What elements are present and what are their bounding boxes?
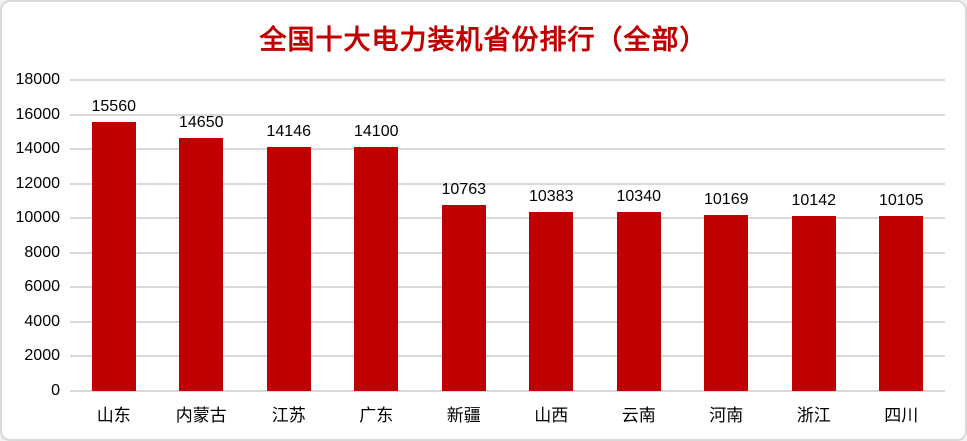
x-category-label: 广东	[359, 406, 394, 425]
x-category-label: 四川	[884, 406, 919, 425]
bar	[179, 137, 224, 391]
x-axis-line	[70, 390, 945, 392]
bar-slot: 10763 新疆	[420, 80, 508, 425]
gridline	[70, 320, 945, 323]
bar-slot: 14100 广东	[333, 80, 421, 425]
x-category-label: 新疆	[446, 406, 481, 425]
bar-value-label: 15560	[91, 98, 137, 116]
bar-slot: 10169 河南	[683, 80, 771, 425]
bar	[91, 122, 136, 391]
bar-value-label: 10383	[529, 187, 574, 205]
plot-area: 0 2000 4000 6000 8000 10000 12000 14000 16000 180…	[16, 71, 946, 425]
x-category-label: 山西	[534, 406, 569, 425]
y-tick-label: 8000	[24, 243, 60, 261]
bar	[529, 211, 574, 391]
gridline	[70, 355, 945, 358]
bar-slot: 10383 山西	[508, 80, 596, 425]
bar-slot: 10142 浙江	[770, 80, 858, 425]
chart-title: 全国十大电力装机省份排行（全部）	[259, 25, 708, 55]
bar-slot: 14650 内蒙古	[158, 80, 246, 425]
bar-slot: 10105 四川	[858, 80, 946, 425]
y-tick-label: 4000	[24, 312, 60, 330]
bar-value-label: 10105	[879, 192, 924, 210]
bar	[354, 147, 399, 391]
bar-value-label: 10763	[441, 181, 487, 199]
y-tick-label: 6000	[24, 278, 60, 296]
bar-value-label: 14146	[266, 122, 312, 140]
bar	[266, 146, 311, 391]
bar-value-label: 14100	[354, 123, 399, 141]
bar-slot: 15560 山东	[70, 80, 158, 425]
bar-value-label: 10169	[704, 191, 749, 209]
bar-slot: 10340 云南	[595, 80, 683, 425]
x-category-label: 浙江	[796, 406, 831, 425]
gridline	[70, 286, 945, 289]
bar-value-label: 14650	[179, 113, 224, 131]
y-tick-label: 2000	[24, 347, 60, 365]
bar	[879, 216, 924, 391]
x-category-label: 河南	[709, 406, 744, 425]
y-tick-label: 14000	[15, 140, 61, 158]
bar	[791, 215, 836, 391]
gridline	[70, 79, 945, 81]
bar-value-label: 10142	[791, 191, 837, 209]
gridline	[70, 148, 945, 151]
y-tick-label: 16000	[15, 105, 61, 123]
x-category-label: 内蒙古	[175, 406, 227, 425]
gridline	[70, 113, 945, 116]
y-tick-label: 10000	[15, 209, 61, 227]
gridline	[70, 217, 945, 220]
bar-slot: 14146 江苏	[245, 80, 333, 425]
x-category-label: 云南	[621, 406, 656, 425]
x-category-label: 江苏	[271, 406, 306, 425]
bar	[704, 215, 749, 391]
y-tick-label: 18000	[15, 71, 61, 88]
y-tick-label: 0	[51, 382, 60, 399]
gridline	[70, 251, 945, 254]
bar	[441, 205, 486, 391]
bar-value-label: 10340	[616, 188, 662, 206]
bar	[616, 212, 661, 391]
x-category-label: 山东	[96, 406, 131, 425]
gridline	[70, 182, 945, 185]
y-tick-label: 12000	[15, 174, 61, 192]
